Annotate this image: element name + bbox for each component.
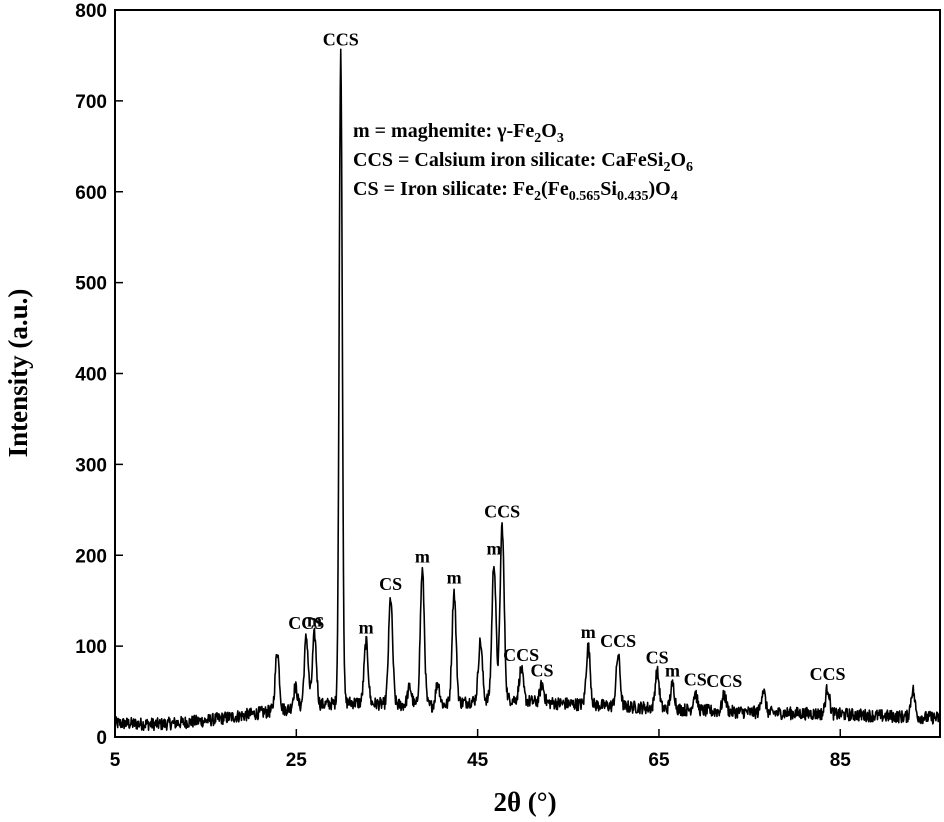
peak-label: CS bbox=[684, 669, 707, 689]
y-tick-label: 100 bbox=[75, 637, 107, 658]
peak-label: m bbox=[359, 618, 374, 638]
peak-label: CCS bbox=[503, 645, 539, 665]
peak-label: CS bbox=[379, 574, 402, 594]
legend-iron-silicate: CS = Iron silicate: Fe2​(Fe0.565​Si0.435… bbox=[353, 178, 678, 204]
x-tick-label: 25 bbox=[286, 750, 308, 771]
peak-label: m bbox=[447, 568, 462, 588]
diffraction-series bbox=[114, 48, 941, 732]
legend-maghemite: m = maghemite: γ-Fe2​O3​ bbox=[353, 120, 564, 146]
peak-label: CCS bbox=[810, 664, 846, 684]
y-tick-label: 700 bbox=[75, 92, 107, 113]
peak-label: CCS bbox=[600, 631, 636, 651]
peak-label: CS bbox=[530, 660, 553, 680]
peak-label: m bbox=[581, 622, 596, 642]
x-axis-title: 2θ (°) bbox=[493, 787, 556, 817]
x-tick-label: 5 bbox=[110, 750, 121, 771]
y-tick-label: 800 bbox=[75, 1, 107, 22]
y-axis-title: Intensity (a.u.) bbox=[3, 289, 33, 458]
legend-calsium-iron-silicate: CCS = Calsium iron silicate: CaFeSi2​O6​ bbox=[353, 149, 693, 175]
y-tick-label: 400 bbox=[75, 365, 107, 386]
peak-label: CS bbox=[646, 648, 669, 668]
peak-label: CCS bbox=[484, 501, 520, 521]
peak-label: m bbox=[665, 660, 680, 680]
y-tick-label: 500 bbox=[75, 274, 107, 295]
x-tick-label: 45 bbox=[467, 750, 489, 771]
peak-label: CCS bbox=[288, 613, 324, 633]
xrd-pattern-line bbox=[114, 48, 941, 732]
peak-label: m bbox=[415, 547, 430, 567]
peak-label: CCS bbox=[706, 671, 742, 691]
y-tick-label: 200 bbox=[75, 546, 107, 567]
x-tick-label: 85 bbox=[830, 750, 852, 771]
y-tick-label: 600 bbox=[75, 183, 107, 204]
x-axis-ticks: 5 25 45 65 85 bbox=[110, 729, 852, 771]
x-tick-label: 65 bbox=[648, 750, 670, 771]
peak-label: CCS bbox=[323, 30, 359, 50]
peak-label: m bbox=[307, 610, 322, 630]
y-tick-label: 300 bbox=[75, 455, 107, 476]
phase-legend: m = maghemite: γ-Fe2​O3​ CCS = Calsium ir… bbox=[353, 120, 693, 204]
y-axis-ticks: 0 100 200 300 400 500 600 700 800 bbox=[75, 1, 123, 749]
y-tick-label: 0 bbox=[96, 728, 107, 749]
peak-label: m bbox=[486, 539, 501, 559]
